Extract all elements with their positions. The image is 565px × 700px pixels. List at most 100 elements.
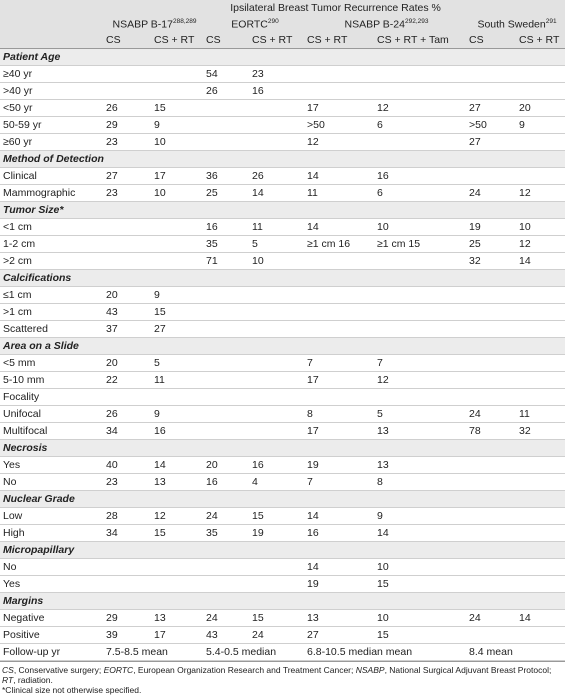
cell: >50 xyxy=(304,116,374,134)
cell: 16 xyxy=(374,167,466,185)
empty-cell xyxy=(516,167,565,185)
cell: 4 xyxy=(249,473,304,491)
empty-cell xyxy=(249,388,304,406)
empty-cell xyxy=(374,388,466,406)
cell: 10 xyxy=(151,133,203,151)
cell: 37 xyxy=(103,320,151,338)
row-label: 5-10 mm xyxy=(0,371,103,389)
cell: 27 xyxy=(466,133,516,151)
footnote: CS, Conservative surgery; EORTC, Europea… xyxy=(0,661,565,695)
cell: 15 xyxy=(374,626,466,644)
empty-cell xyxy=(516,575,565,593)
cell: 13 xyxy=(151,609,203,627)
empty-cell xyxy=(203,303,249,321)
empty-cell xyxy=(103,388,151,406)
cell: 27 xyxy=(103,167,151,185)
empty-cell xyxy=(103,558,151,576)
row: Multifocal 34 16 17 13 78 32 xyxy=(0,422,565,440)
cell: 9 xyxy=(151,116,203,134)
cell: ≥1 cm 15 xyxy=(374,235,466,253)
cell: 24 xyxy=(466,609,516,627)
row: Unifocal 26 9 8 5 24 11 xyxy=(0,405,565,423)
cell: 14 xyxy=(249,184,304,202)
definition: , National Surgical Adjuvant Breast Prot… xyxy=(384,665,552,675)
empty-cell xyxy=(151,575,203,593)
empty-cell xyxy=(466,575,516,593)
cell: 10 xyxy=(516,218,565,236)
cell: 14 xyxy=(304,507,374,525)
empty-cell xyxy=(516,507,565,525)
row-label: No xyxy=(0,473,103,491)
row: >40 yr 26 16 xyxy=(0,82,565,100)
section-row: Margins xyxy=(0,592,565,610)
empty-cell xyxy=(374,303,466,321)
empty-cell xyxy=(249,354,304,372)
empty-cell xyxy=(466,456,516,474)
empty-cell xyxy=(203,575,249,593)
row-label: Scattered xyxy=(0,320,103,338)
cell: 12 xyxy=(304,133,374,151)
cell: 17 xyxy=(304,371,374,389)
cell: 13 xyxy=(304,609,374,627)
cell: 16 xyxy=(151,422,203,440)
empty-cell xyxy=(516,320,565,338)
empty-cell xyxy=(203,354,249,372)
cell: 32 xyxy=(466,252,516,270)
row-label: ≥40 yr xyxy=(0,65,103,83)
empty-cell xyxy=(249,422,304,440)
cell: 43 xyxy=(203,626,249,644)
empty-cell xyxy=(516,286,565,304)
empty-cell xyxy=(466,558,516,576)
column-header: CS xyxy=(103,32,151,49)
cell: 27 xyxy=(466,99,516,117)
empty-cell xyxy=(516,65,565,83)
empty-cell xyxy=(203,99,249,117)
empty-cell xyxy=(466,354,516,372)
cell: 11 xyxy=(151,371,203,389)
empty-cell xyxy=(249,99,304,117)
cell: 32 xyxy=(516,422,565,440)
section-row: Area on a Slide xyxy=(0,337,565,355)
cell: 15 xyxy=(151,99,203,117)
cell: 9 xyxy=(151,286,203,304)
empty-cell xyxy=(374,133,466,151)
empty-cell xyxy=(304,252,374,270)
cell: 24 xyxy=(203,507,249,525)
cell: 15 xyxy=(249,507,304,525)
column-header: CS xyxy=(466,32,516,49)
cell: 24 xyxy=(249,626,304,644)
empty-cell xyxy=(516,626,565,644)
empty-cell xyxy=(103,235,151,253)
empty-cell xyxy=(466,388,516,406)
row-label: Follow-up yr xyxy=(0,643,103,661)
group-header: NSABP B-24292,293 xyxy=(304,16,466,32)
empty-cell xyxy=(466,65,516,83)
abbreviation: EORTC xyxy=(103,665,134,675)
row: ≤1 cm 20 9 xyxy=(0,286,565,304)
cell: 27 xyxy=(304,626,374,644)
abbreviation: RT xyxy=(2,675,14,685)
table: Ipsilateral Breast Tumor Recurrence Rate… xyxy=(0,0,565,661)
cell: 35 xyxy=(203,524,249,542)
section-label: Calcifications xyxy=(0,269,565,287)
empty-cell xyxy=(103,65,151,83)
group-ref: 292,293 xyxy=(405,17,429,25)
empty-cell xyxy=(466,286,516,304)
empty-cell xyxy=(466,303,516,321)
cell: 13 xyxy=(374,422,466,440)
row: Positive 39 17 43 24 27 15 xyxy=(0,626,565,644)
row: ≥60 yr 23 10 12 27 xyxy=(0,133,565,151)
row: <5 mm 20 5 7 7 xyxy=(0,354,565,372)
row: 50-59 yr 29 9 >50 6 >50 9 xyxy=(0,116,565,134)
empty-cell xyxy=(151,558,203,576)
empty-cell xyxy=(304,320,374,338)
cell: 12 xyxy=(374,99,466,117)
row-label: 50-59 yr xyxy=(0,116,103,134)
empty-cell xyxy=(249,371,304,389)
column-header: CS + RT xyxy=(304,32,374,49)
empty-cell xyxy=(151,252,203,270)
empty-cell xyxy=(103,575,151,593)
cell: 10 xyxy=(374,558,466,576)
cell: 28 xyxy=(103,507,151,525)
row: No 23 13 16 4 7 8 xyxy=(0,473,565,491)
